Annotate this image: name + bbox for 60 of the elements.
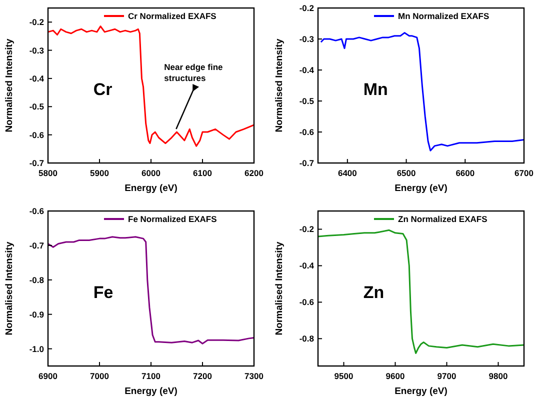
x-tick-label: 9700	[437, 371, 456, 381]
x-tick-label: 6900	[38, 371, 58, 381]
x-tick-label: 6700	[514, 168, 534, 178]
x-tick-label: 7200	[193, 371, 212, 381]
y-tick-label: -0.2	[299, 2, 314, 13]
y-tick-label: -0.2	[29, 17, 44, 28]
x-tick-label: 5800	[38, 168, 58, 178]
x-tick-label: 7100	[142, 371, 161, 381]
y-tick-label: -0.6	[29, 130, 44, 140]
line-series	[47, 26, 255, 147]
y-tick-label: -0.4	[299, 260, 314, 271]
x-tick-label: 7300	[244, 371, 264, 381]
annotation: Cr	[93, 80, 113, 99]
y-tick-label: -0.4	[299, 64, 314, 75]
y-axis-title: Normalised Intensity	[4, 38, 15, 132]
annotation: Fe	[93, 282, 114, 302]
x-tick-label: 9500	[334, 371, 354, 381]
y-axis-title: Normalised Intensity	[274, 241, 285, 336]
x-axis-title: Energy (eV)	[394, 386, 448, 397]
annotation: Mn	[363, 80, 388, 99]
annotation: Zn	[363, 282, 384, 302]
legend-label: Cr Normalized EXAFS	[128, 11, 217, 21]
legend-label: Fe Normalized EXAFS	[128, 214, 218, 224]
y-tick-label: -0.6	[299, 126, 314, 137]
y-tick-label: -0.5	[29, 102, 44, 112]
line-series	[317, 229, 525, 354]
y-tick-label: -0.2	[299, 224, 314, 234]
x-tick-label: 6200	[244, 168, 264, 178]
x-tick-label: 6100	[193, 168, 212, 178]
x-axis-title: Energy (eV)	[124, 386, 178, 397]
y-tick-label: -0.7	[29, 240, 44, 250]
y-tick-label: -0.5	[299, 96, 314, 106]
y-tick-label: -0.3	[29, 45, 44, 56]
y-tick-label: -0.6	[29, 206, 44, 216]
y-tick-label: -0.8	[29, 274, 44, 285]
y-tick-label: -0.4	[29, 73, 44, 84]
x-tick-label: 6000	[142, 168, 161, 178]
y-tick-label: -0.9	[29, 309, 44, 320]
x-tick-label: 5900	[90, 168, 110, 178]
x-tick-label: 6400	[338, 168, 358, 178]
y-axis-title: Normalised Intensity	[4, 241, 15, 336]
annotation: Near edge fine structures	[164, 62, 224, 83]
x-tick-label: 9800	[488, 371, 508, 381]
line-series	[320, 32, 525, 152]
y-tick-label: -1.0	[29, 344, 44, 354]
y-axis-title: Normalised Intensity	[274, 38, 285, 132]
x-tick-label: 9600	[386, 371, 405, 381]
x-tick-label: 7000	[90, 371, 110, 381]
legend-label: Mn Normalized EXAFS	[398, 11, 490, 21]
x-tick-label: 6500	[396, 168, 416, 178]
legend-label: Zn Normalized EXAFS	[398, 214, 488, 224]
line-series	[47, 236, 255, 344]
x-axis-title: Energy (eV)	[124, 183, 178, 194]
x-axis-title: Energy (eV)	[394, 183, 448, 194]
y-tick-label: -0.7	[299, 158, 314, 168]
x-tick-label: 6600	[456, 168, 475, 178]
y-tick-label: -0.3	[299, 34, 314, 44]
y-tick-label: -0.8	[299, 334, 314, 344]
y-tick-label: -0.6	[299, 297, 314, 308]
y-tick-label: -0.7	[29, 158, 44, 168]
